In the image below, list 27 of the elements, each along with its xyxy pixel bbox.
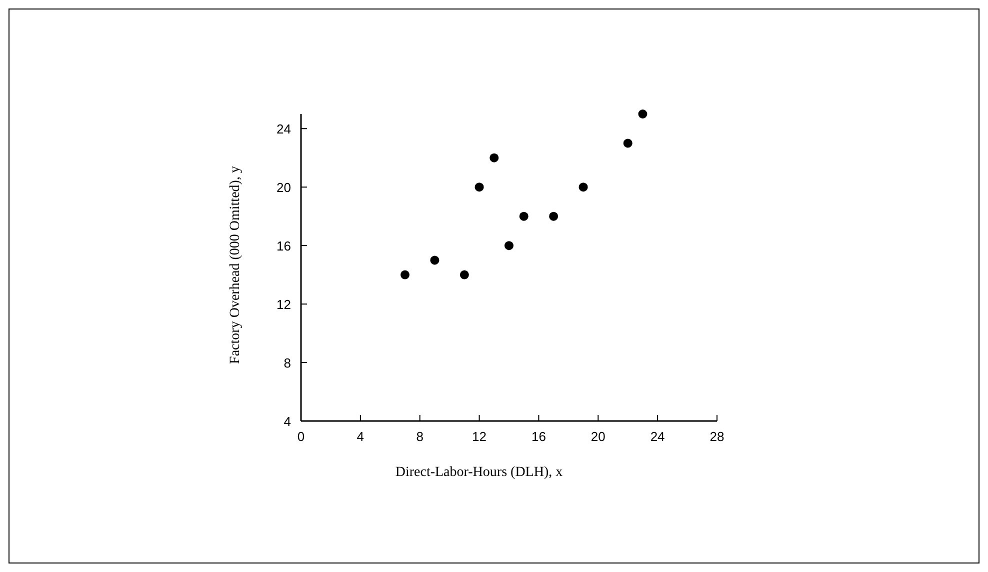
y-axis-title: Factory Overhead (000 Omitted), y (228, 166, 243, 364)
y-tick-label: 20 (276, 180, 291, 196)
point (490, 153, 499, 162)
x-tick-label: 28 (710, 429, 724, 444)
x-tick-label: 8 (416, 429, 424, 444)
y-tick-label: 8 (284, 356, 291, 371)
point (519, 212, 528, 221)
x-axis-title: Direct-Labor-Hours (DLH), x (395, 465, 563, 480)
x-tick-label: 12 (472, 429, 487, 444)
x-tick-label: 16 (531, 429, 546, 444)
point (504, 241, 514, 250)
y-tick-label: 12 (276, 297, 291, 312)
point (623, 138, 632, 148)
x-tick-label: 0 (297, 429, 305, 444)
point (430, 256, 440, 265)
y-tick-label: 16 (276, 238, 291, 254)
x-tick-label: 24 (650, 429, 665, 444)
x-tick-label: 4 (356, 429, 364, 444)
point (474, 182, 484, 192)
point (638, 110, 648, 118)
point (578, 182, 588, 192)
point (549, 212, 558, 221)
point (400, 270, 410, 280)
y-tick-label: 4 (284, 414, 291, 429)
y-tick-label: 24 (276, 122, 291, 137)
x-tick-label: 20 (590, 429, 606, 444)
point (460, 270, 469, 280)
